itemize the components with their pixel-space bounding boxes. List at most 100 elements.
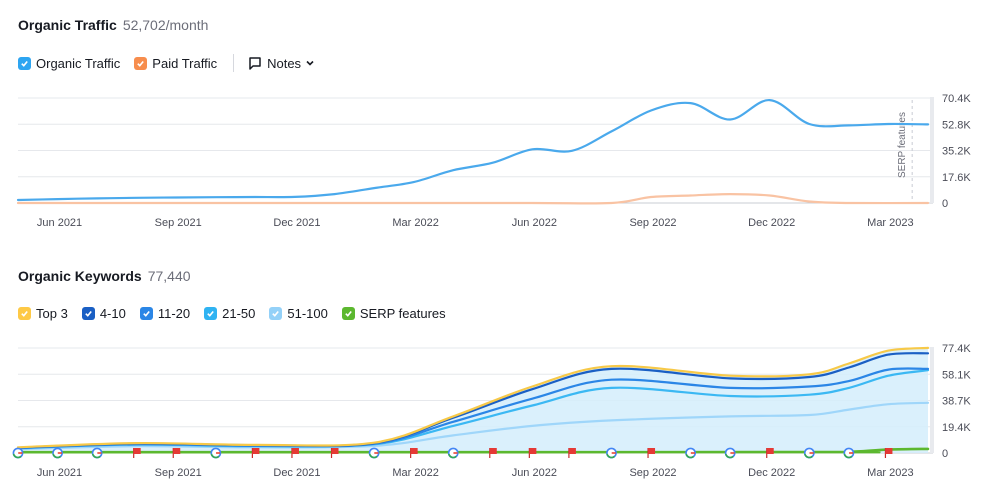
- checkbox-checked-icon[interactable]: [134, 56, 148, 70]
- google-arc: [606, 453, 615, 459]
- y-tick-label: 0: [942, 198, 948, 210]
- flag-icon: [766, 448, 774, 458]
- legend-label: 21-50: [222, 305, 256, 321]
- flag-body: [885, 448, 893, 454]
- x-tick-label: Sep 2021: [155, 467, 202, 479]
- keywords-legend: Top 3 4-10 11-20 21-50 51-100 SERP featu…: [18, 303, 460, 323]
- google-update-icon: [210, 447, 222, 459]
- google-update-icon: [12, 447, 24, 459]
- checkbox-checked-icon[interactable]: [139, 306, 153, 320]
- notes-label: Notes: [267, 55, 302, 71]
- x-tick-label: Mar 2023: [867, 467, 913, 479]
- y-tick-label: 17.6K: [942, 172, 971, 184]
- flag-body: [766, 448, 774, 454]
- keywords-title: Organic Keywords: [18, 268, 142, 284]
- flag-icon: [251, 448, 260, 458]
- x-tick-label: Dec 2022: [748, 217, 795, 229]
- series-line-organic-traffic: [16, 98, 930, 202]
- keywords-title-row: Organic Keywords 77,440: [18, 268, 191, 284]
- checkbox-checked-icon[interactable]: [341, 306, 355, 320]
- flag-body: [489, 448, 497, 454]
- legend-paid-traffic[interactable]: Paid Traffic: [134, 56, 217, 71]
- y-tick-label: 19.4K: [942, 422, 971, 434]
- y-axis-rail: [930, 347, 934, 453]
- google-arc: [12, 453, 22, 459]
- legend-label: 11-20: [157, 305, 191, 321]
- flag-body: [291, 448, 299, 454]
- notes-button[interactable]: Notes: [248, 56, 315, 71]
- x-tick-label: Jun 2021: [37, 467, 82, 479]
- x-tick-label: Mar 2022: [392, 467, 438, 479]
- flag-body: [529, 448, 537, 454]
- series-line-top-3: [16, 346, 930, 449]
- google-update-icon: [803, 447, 815, 459]
- checkbox-checked-icon[interactable]: [18, 306, 31, 320]
- traffic-value: 52,702/month: [122, 17, 209, 33]
- flag-icon: [330, 448, 339, 458]
- y-tick-label: 77.4K: [942, 343, 971, 355]
- flag-icon: [489, 448, 497, 458]
- flag-icon: [528, 448, 537, 458]
- legend-divider: [233, 54, 235, 72]
- google-arc: [91, 453, 101, 459]
- flag-body: [133, 448, 141, 454]
- legend-4-10[interactable]: 4-10: [81, 305, 126, 321]
- traffic-legend: Organic Traffic Paid Traffic Notes: [18, 53, 315, 73]
- legend-top-3[interactable]: Top 3: [18, 306, 68, 321]
- legend-label: Organic Traffic: [36, 55, 121, 71]
- y-tick-label: 70.4K: [942, 93, 971, 105]
- x-tick-label: Dec 2021: [273, 467, 320, 479]
- flag-icon: [291, 448, 299, 458]
- legend-21-50[interactable]: 21-50: [204, 306, 255, 321]
- legend-organic-traffic[interactable]: Organic Traffic: [18, 56, 120, 71]
- google-update-icon: [606, 447, 617, 459]
- google-update-icon: [724, 447, 736, 459]
- flag-body: [648, 448, 656, 454]
- google-arc: [685, 453, 695, 459]
- traffic-title: Organic Traffic: [18, 17, 117, 33]
- x-tick-label: Jun 2022: [512, 467, 557, 479]
- legend-label: SERP features: [359, 305, 446, 321]
- y-tick-label: 38.7K: [942, 396, 971, 408]
- legend-label: 51-100: [287, 305, 328, 321]
- checkbox-checked-icon[interactable]: [269, 306, 283, 320]
- x-tick-label: Sep 2021: [155, 217, 202, 229]
- checkbox-checked-icon[interactable]: [204, 306, 218, 320]
- x-tick-label: Dec 2021: [273, 217, 320, 229]
- flag-body: [252, 448, 260, 454]
- checkbox-checked-icon[interactable]: [81, 306, 95, 320]
- serp-annotation-label: SERP features: [897, 112, 908, 178]
- x-tick-label: Sep 2022: [629, 467, 676, 479]
- series-line-paid-traffic: [16, 192, 930, 205]
- legend-11-20[interactable]: 11-20: [139, 305, 191, 321]
- google-arc: [843, 453, 853, 459]
- y-tick-label: 0: [942, 448, 948, 460]
- google-update-icon: [843, 447, 855, 459]
- y-axis-rail: [930, 97, 934, 203]
- google-arc: [52, 453, 62, 459]
- y-tick-label: 52.8K: [942, 119, 971, 131]
- google-update-icon: [368, 447, 380, 459]
- keywords-chart[interactable]: 77.4K 58.1K 38.7K 19.4K 0 Jun 2021 Sep 2021 Dec…: [0, 335, 1001, 485]
- flag-body: [410, 448, 418, 454]
- flag-icon: [410, 448, 418, 458]
- google-arc: [368, 453, 378, 459]
- flag-icon: [884, 448, 893, 458]
- x-tick-label: Jun 2021: [37, 217, 82, 229]
- x-tick-label: Dec 2022: [748, 467, 795, 479]
- google-update-icon: [52, 447, 63, 459]
- x-tick-label: Mar 2022: [392, 217, 438, 229]
- checkbox-checked-icon[interactable]: [18, 56, 31, 70]
- x-tick-label: Sep 2022: [629, 217, 676, 229]
- keywords-value: 77,440: [147, 268, 191, 284]
- flag-icon: [647, 448, 656, 458]
- traffic-chart[interactable]: 70.4K 52.8K 35.2K 17.6K 0 Jun 2021 Sep 2021 Dec…: [0, 85, 1001, 235]
- google-arc: [210, 453, 220, 459]
- flag-body: [331, 448, 339, 454]
- legend-label: 4-10: [99, 305, 126, 321]
- google-arc: [448, 453, 457, 459]
- legend-serp-features[interactable]: SERP features: [341, 305, 446, 321]
- x-tick-label: Mar 2023: [867, 217, 913, 229]
- google-arc: [804, 453, 813, 459]
- legend-51-100[interactable]: 51-100: [269, 305, 328, 321]
